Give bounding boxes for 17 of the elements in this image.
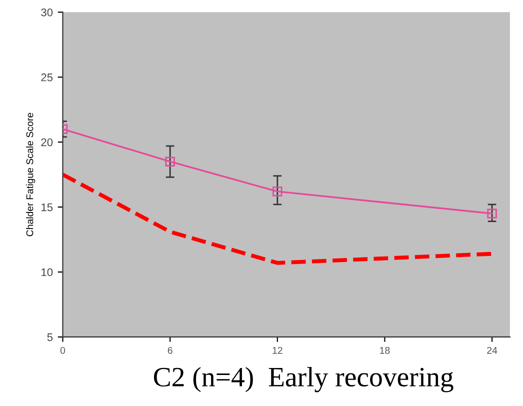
- x-tick-label: 0: [60, 346, 66, 354]
- text: C2 (n=4) Early recovering: [154, 366, 454, 392]
- y-tick-label: 25: [41, 73, 53, 82]
- y-axis-title: Chalder Fatigue Scale Score: [26, 112, 36, 236]
- x-tick-label: 6: [168, 346, 172, 354]
- y-tick-label: 10: [42, 268, 53, 276]
- y-tick-label: 20: [41, 138, 53, 146]
- point: [487, 208, 497, 218]
- x-tick-label: 18: [380, 346, 390, 354]
- line-series: [62, 172, 494, 265]
- point: [272, 186, 282, 196]
- y-tick-label: 30: [41, 8, 53, 16]
- y-tick-label: 5: [47, 333, 53, 342]
- x-tick-label: 24: [487, 346, 498, 354]
- x-tick-label: 12: [272, 346, 282, 354]
- point: [165, 156, 175, 166]
- y-tick-label: 15: [42, 203, 53, 212]
